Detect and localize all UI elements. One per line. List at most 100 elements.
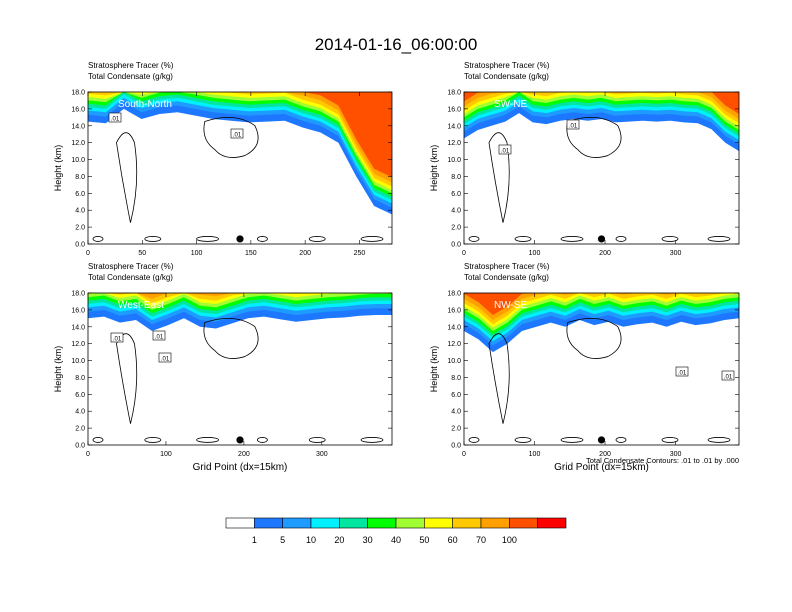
y-tick-label: 4.0 [451, 409, 461, 416]
colorbar-label: 70 [476, 535, 486, 545]
colorbar-label: 40 [391, 535, 401, 545]
x-axis-label: Grid Point (dx=15km) [554, 462, 649, 473]
x-tick-label: 0 [462, 451, 466, 458]
colorbar: 1 5 10 20 30 40 50 60 70 100 [225, 517, 567, 545]
colorbar-swatch [367, 517, 397, 529]
contour-label-text: .01 [501, 149, 510, 155]
y-tick-label: 8.0 [451, 174, 461, 181]
tracer-layer [464, 92, 739, 119]
y-tick-label: 6.0 [451, 191, 461, 198]
x-tick-label: 50 [138, 250, 146, 257]
condensate-contour [560, 437, 584, 443]
condensate-contour [116, 333, 138, 424]
panel-title-tracer: Stratosphere Tracer (%) [88, 262, 174, 271]
contour-label: .01 [152, 330, 166, 341]
contour-label-text: .01 [569, 124, 578, 130]
y-tick-label: 14.0 [71, 123, 85, 130]
condensate-contour [360, 437, 384, 443]
y-tick-label: 12.0 [447, 341, 461, 348]
y-tick-label: 8.0 [451, 375, 461, 382]
chart-panel: .01 .01 SW-NE 0.0 2.0 4.0 6.0 8.0 10.0 12.0 14.0 16… [429, 61, 740, 257]
y-tick-label: 18.0 [71, 291, 85, 298]
condensate-contour [707, 236, 731, 242]
y-tick-label: 18.0 [447, 291, 461, 298]
plot-area [464, 92, 739, 244]
colorbar-swatch [310, 517, 340, 529]
x-tick-label: 250 [354, 250, 366, 257]
condensate-contour [560, 236, 584, 242]
contour-label-box [152, 330, 166, 341]
y-tick-label: 18.0 [447, 90, 461, 97]
contour-label-text: .01 [233, 133, 242, 139]
y-tick-label: 14.0 [447, 123, 461, 130]
y-tick-label: 0.0 [451, 443, 461, 450]
tracer-layer [88, 92, 392, 208]
contour-label: .01 [675, 366, 689, 377]
y-tick-label: 12.0 [447, 140, 461, 147]
plot-frame [463, 292, 740, 446]
condensate-contour [92, 236, 104, 242]
y-tick-label: 10.0 [71, 157, 85, 164]
y-tick-label: 16.0 [71, 307, 85, 314]
y-tick-label: 2.0 [451, 225, 461, 232]
y-tick-label: 4.0 [75, 409, 85, 416]
colorbar-swatch [480, 517, 510, 529]
condensate-contour [661, 236, 679, 242]
plot-frame [87, 91, 393, 245]
colorbar-swatch [254, 517, 283, 529]
colorbar-swatch [509, 517, 538, 529]
chart-panel: .01 .01 South-North 0.0 2.0 4.0 6.0 8.0 10.0 12.0… [53, 61, 393, 257]
y-tick-label: 2.0 [75, 225, 85, 232]
condensate-contour [468, 437, 480, 443]
chart-panel: .01 .01 .01 West-East 0.0 2.0 4.0 6.0 8.0 10.0 12.… [53, 262, 393, 473]
y-tick-label: 16.0 [447, 106, 461, 113]
colorbar-label: 60 [448, 535, 458, 545]
contour-label-box [158, 352, 172, 363]
x-tick-label: 300 [670, 451, 682, 458]
plot-area [88, 92, 392, 244]
condensate-contour [488, 132, 510, 223]
contour-label-box [566, 119, 580, 130]
condensate-contour [566, 117, 622, 158]
y-tick-label: 0.0 [75, 443, 85, 450]
panel-label: South-North [118, 99, 172, 110]
colorbar-label: 30 [363, 535, 373, 545]
colorbar-label: 50 [419, 535, 429, 545]
y-tick-label: 6.0 [451, 392, 461, 399]
y-tick-label: 4.0 [451, 208, 461, 215]
chart-panel: .01 .01 NW-SE 0.0 2.0 4.0 6.0 8.0 10.0 12.0 14.0 16… [429, 262, 740, 473]
panel-label: NW-SE [494, 300, 527, 311]
contour-label-text: .01 [111, 117, 120, 123]
condensate-contour [661, 437, 679, 443]
tracer-layer [464, 92, 739, 134]
contour-label: .01 [230, 128, 244, 139]
colorbar-swatch [452, 517, 482, 529]
contour-label-text: .01 [678, 371, 687, 377]
panel-title-condensate: Total Condensate (g/kg) [88, 72, 173, 81]
location-marker [597, 235, 606, 243]
y-axis-label: Height (km) [53, 346, 63, 393]
contour-label-box [108, 112, 122, 123]
x-tick-label: 0 [462, 250, 466, 257]
contour-label: .01 [110, 332, 124, 343]
y-tick-label: 6.0 [75, 191, 85, 198]
condensate-contour [256, 437, 268, 443]
tracer-layer [464, 293, 739, 315]
y-tick-label: 16.0 [447, 307, 461, 314]
colorbar-swatch [225, 517, 255, 529]
x-tick-label: 100 [529, 451, 541, 458]
panel-title-tracer: Stratosphere Tracer (%) [88, 61, 174, 70]
colorbar-swatch [339, 517, 368, 529]
condensate-contour [256, 236, 268, 242]
condensate-contour [360, 236, 384, 242]
condensate-contour [196, 236, 220, 242]
contour-label: .01 [721, 370, 735, 381]
condensate-contour [514, 236, 532, 242]
condensate-contour [203, 318, 259, 359]
panel-label: West-East [118, 300, 164, 311]
y-tick-label: 2.0 [75, 426, 85, 433]
colorbar-swatch [537, 517, 567, 529]
panel-title-tracer: Stratosphere Tracer (%) [464, 262, 550, 271]
condensate-contour [116, 132, 138, 223]
contour-label-text: .01 [161, 357, 170, 363]
